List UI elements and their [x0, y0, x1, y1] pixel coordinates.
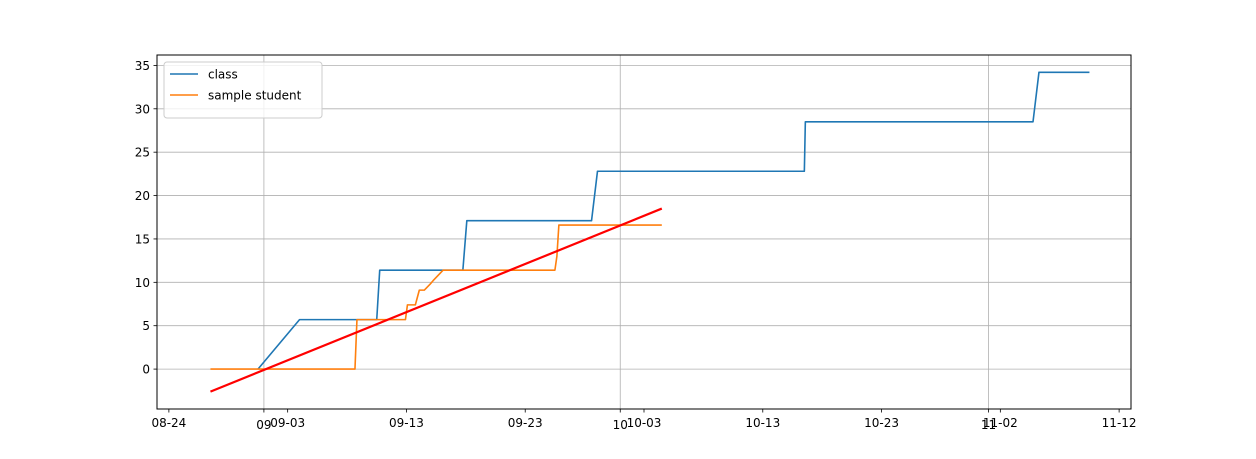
series-line-sample-student: [210, 224, 662, 370]
x-tick-label: 10-03: [627, 416, 662, 430]
plot-frame: [156, 54, 1132, 410]
trend-line: [210, 207, 663, 393]
legend: class sample student: [163, 61, 323, 119]
x-major-tick-label: 09: [256, 418, 271, 432]
legend-label: sample student: [208, 89, 302, 103]
y-tick-label: 30: [135, 102, 150, 116]
x-tick-label: 08-24: [151, 416, 186, 430]
y-tick-label: 10: [135, 276, 150, 290]
x-tick-label: 11-02: [983, 416, 1018, 430]
y-tick-label: 20: [135, 189, 150, 203]
x-major-tick-label: 11: [981, 418, 996, 432]
y-tick-label: 5: [142, 319, 150, 333]
x-major-tick-label: 10: [613, 418, 628, 432]
x-tick-label: 09-23: [508, 416, 543, 430]
x-tick-label: 11-12: [1102, 416, 1137, 430]
x-tick-label: 10-13: [745, 416, 780, 430]
y-tick-label: 25: [135, 146, 150, 160]
y-tick-label: 35: [135, 59, 150, 73]
y-axis: 0 5 10 15 20 25 30 35: [135, 59, 157, 377]
x-axis: 08-24 09-03 09-13 09-23 10-03 10-13 10-23 11-02…: [151, 409, 1137, 432]
legend-box: [163, 61, 323, 119]
x-tick-label: 09-03: [270, 416, 305, 430]
x-tick-label: 09-13: [389, 416, 424, 430]
legend-label: class: [208, 68, 238, 82]
y-tick-label: 15: [135, 232, 150, 246]
plot-lines: [210, 71, 1090, 393]
x-tick-label: 10-23: [864, 416, 899, 430]
y-tick-label: 0: [142, 363, 150, 377]
